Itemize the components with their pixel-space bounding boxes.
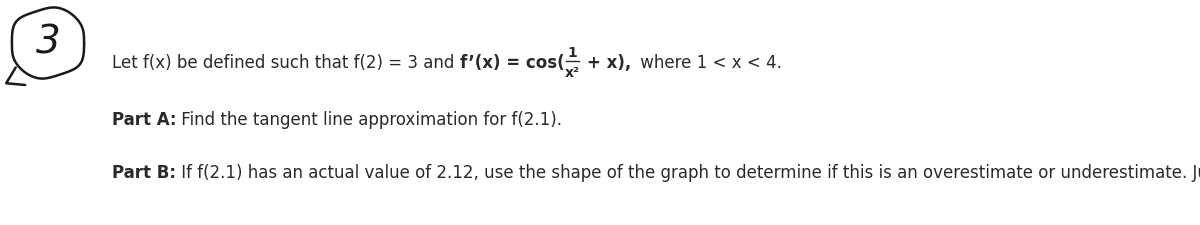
Text: f’(x) = cos(: f’(x) = cos( — [460, 54, 564, 72]
Text: + x),: + x), — [587, 54, 631, 72]
Text: Part A:: Part A: — [112, 111, 176, 129]
Text: x²: x² — [565, 66, 580, 80]
Text: If f(2.1) has an actual value of 2.12, use the shape of the graph to determine i: If f(2.1) has an actual value of 2.12, u… — [176, 164, 1200, 182]
Text: 1: 1 — [568, 46, 577, 60]
Text: 3: 3 — [36, 23, 60, 61]
Text: Find the tangent line approximation for f(2.1).: Find the tangent line approximation for … — [176, 111, 563, 129]
Text: where 1 < x < 4.: where 1 < x < 4. — [635, 54, 782, 72]
Text: Part B:: Part B: — [112, 164, 176, 182]
Text: Let f(x) be defined such that f(2) = 3 and: Let f(x) be defined such that f(2) = 3 a… — [112, 54, 460, 72]
